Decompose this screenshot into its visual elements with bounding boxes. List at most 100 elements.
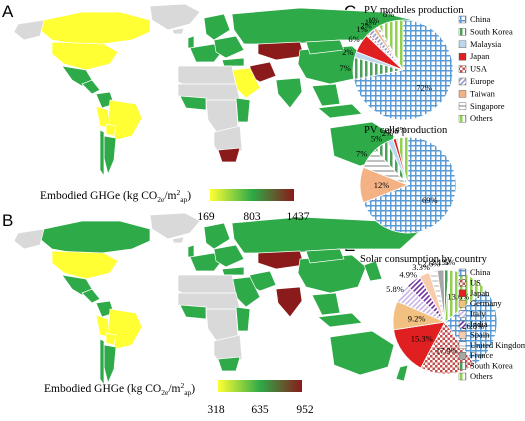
country-australia [329, 330, 395, 376]
legend-label-usa: USA [470, 64, 488, 74]
pie-chart-c: 72%7%2%6%1%2%1%1%8% [339, 9, 454, 121]
world-map-b [13, 212, 421, 387]
pie-chart-e: 26.8%17.9%15.3%9.2%5.8%4.9%3.3%2.6%2.1%1… [386, 257, 498, 375]
legend-swatch-italy [458, 310, 467, 318]
legend-swatch-germany [458, 300, 467, 308]
country-uk [187, 244, 195, 258]
country-argentina [103, 135, 117, 176]
pie-label-singapore: 1% [368, 15, 379, 25]
country-mongolia [305, 39, 345, 55]
country-bolivia [105, 123, 117, 137]
legend-label-china: China [470, 14, 491, 24]
country-iceland [171, 236, 185, 244]
legend-swatch-japan [458, 289, 467, 297]
country-alaska [13, 19, 45, 41]
legend-label-malaysia: Malaysia [470, 39, 501, 49]
pie-slice-china [444, 289, 498, 366]
legend-swatch-china [458, 268, 467, 277]
country-europe-west [189, 43, 223, 63]
legend-swatch-south-korea [458, 28, 467, 36]
legend-label-japan: Japan [470, 51, 490, 61]
colorbar-tick-a-mid: 803 [243, 211, 261, 223]
pie-label-germany: 9.2% [408, 313, 426, 323]
legend-swatch-europe [458, 77, 467, 86]
country-se-asia [311, 292, 341, 316]
pie-label-italy: 5.8% [386, 284, 404, 294]
legend-label-germany: Germany [470, 298, 502, 308]
country-south-africa [217, 356, 241, 372]
legend-label-south-korea: South Korea [470, 26, 513, 36]
country-bolivia [105, 332, 117, 346]
pie-slice-china [353, 19, 454, 121]
country-mongolia [305, 248, 345, 264]
legend-swatch-spain [458, 331, 467, 339]
legend-swatch-india [458, 320, 467, 329]
pie-legend-c: China South Korea Malaysia Japan USA Europe Ta… [458, 14, 513, 123]
panel-label-b: B [2, 211, 13, 230]
colorbar-tick-b-mid: 635 [251, 404, 269, 416]
country-canada [39, 11, 151, 45]
country-central-america [81, 79, 101, 95]
pie-title-e: Solar consumption by country [360, 254, 488, 265]
pie-label-others: 4% [395, 124, 406, 134]
country-west-africa [179, 304, 207, 320]
legend-label-italy: Italy [470, 309, 486, 319]
country-china [297, 254, 367, 294]
pie-label-france: 2.1% [431, 257, 449, 267]
country-greenland [149, 212, 201, 240]
country-usa [51, 250, 119, 280]
pie-title-c: PV modules production [364, 5, 464, 16]
country-central-america [81, 288, 101, 304]
country-china [297, 45, 367, 85]
pie-label-taiwan: 12% [374, 180, 390, 190]
legend-label-taiwan: Taiwan [470, 88, 496, 98]
country-uk [187, 35, 195, 49]
legend-label-united-kingdom: United Kingdom [470, 340, 525, 350]
legend-swatch-others [458, 114, 467, 123]
legend-label-china: China [470, 267, 491, 277]
country-chile [99, 338, 105, 387]
colorbar-legend-b: Embodied GHGe (kg CO2e/m2ap) 318 635 952 [44, 380, 314, 416]
country-greenland [149, 3, 201, 31]
legend-swatch-china [458, 15, 467, 24]
legend-title-b: Embodied GHGe (kg CO2e/m2ap) [44, 381, 195, 397]
legend-label-france: France [470, 350, 493, 360]
legend-label-europe: Europe [470, 76, 495, 86]
pie-slice-japan [393, 321, 446, 369]
country-india [275, 77, 303, 109]
country-argentina [103, 344, 117, 385]
colorbar-tick-b-min: 318 [207, 404, 225, 416]
country-russia [231, 216, 421, 254]
country-turkey [221, 266, 245, 276]
pie-label-europe: 2% [360, 20, 371, 30]
colorbar-a [210, 189, 294, 201]
pie-label-others: 13.6% [447, 292, 469, 302]
country-se-asia [311, 83, 341, 107]
legend-swatch-japan [458, 53, 467, 61]
legend-label-singapore: Singapore [470, 101, 505, 111]
panel-label-a: A [2, 2, 14, 21]
pie-label-malaysia: 2% [382, 128, 393, 138]
country-scandinavia [203, 222, 231, 250]
pie-title-d: PV cells production [364, 125, 448, 136]
country-turkey [221, 57, 245, 67]
pie-label-japan: 6% [348, 34, 359, 44]
pie-label-taiwan: 1% [365, 17, 376, 27]
legend-swatch-united-kingdom [458, 341, 467, 349]
pie-slice-us [420, 321, 476, 375]
country-kazakhstan [257, 250, 305, 270]
legend-label-japan: Japan [470, 288, 490, 298]
pie-label-south-korea: 7% [339, 63, 350, 73]
pie-label-spain: 3.3% [412, 262, 430, 272]
legend-label-south-korea: South Korea [470, 361, 513, 371]
legend-swatch-taiwan [458, 90, 467, 98]
legend-label-others: Others [470, 371, 493, 381]
legend-swatch-singapore [458, 102, 467, 111]
country-east-africa [235, 97, 251, 123]
pie-legend-e: ChinaUSJapanGermanyItalyIndiaSpainUnited… [458, 267, 525, 381]
legend-label-spain: Spain [470, 329, 490, 339]
country-india [275, 286, 303, 318]
pie-label-japan: 1% [387, 126, 398, 136]
colorbar-b [218, 380, 302, 392]
pie-label-south-korea: 5% [371, 134, 382, 144]
